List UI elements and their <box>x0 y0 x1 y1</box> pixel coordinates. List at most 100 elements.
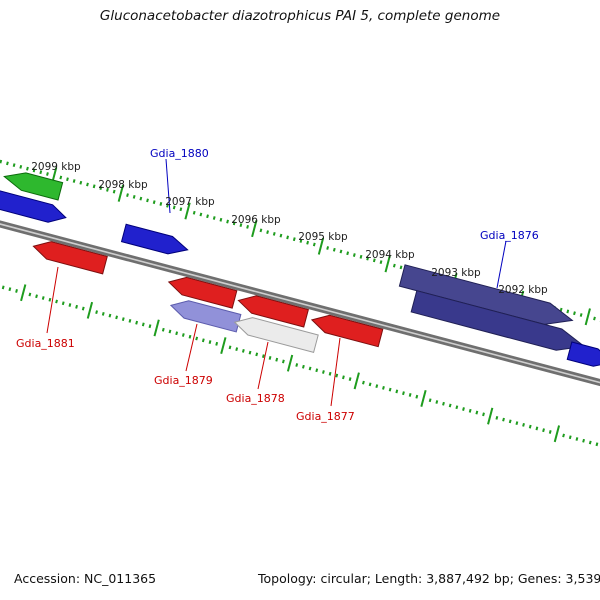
gene-arrow-red-3[interactable] <box>236 292 309 328</box>
ruler-tick <box>215 341 219 346</box>
ruler-tick <box>135 320 139 325</box>
gene-label-gdia-1878[interactable]: Gdia_1878 <box>226 392 285 405</box>
ruler-tick <box>584 308 591 326</box>
ruler-tick <box>206 214 209 219</box>
ruler-tick <box>152 200 156 205</box>
gene-arrow-green-left[interactable] <box>2 168 64 201</box>
ruler-tick <box>502 417 505 422</box>
ruler-tick <box>408 393 412 397</box>
ruler-tick <box>172 205 176 210</box>
gene-arrow-gdia-1881[interactable] <box>31 238 108 275</box>
ruler-tick <box>542 428 545 433</box>
ruler-tick <box>582 438 585 443</box>
ruler-tick <box>379 260 383 264</box>
ruler-tick <box>382 385 385 390</box>
gene-arrow-blue-right[interactable] <box>566 341 600 371</box>
ruler-tick <box>0 159 3 164</box>
ruler-tick <box>352 253 356 257</box>
gene-arrow-gdia-1876-upper[interactable] <box>398 264 575 331</box>
ruler-tick <box>566 309 570 314</box>
ruler-tick <box>573 311 576 316</box>
ruler-tick <box>384 255 391 273</box>
gene-arrow-gdia-1878[interactable] <box>232 314 319 353</box>
ruler-tick <box>279 233 283 238</box>
leader-line-gdia-1876 <box>496 240 507 289</box>
ruler-tick <box>68 303 72 307</box>
ruler-tick <box>121 317 125 322</box>
ruler-tick <box>475 410 479 415</box>
ruler-tick <box>19 165 23 169</box>
ruler-tick <box>48 297 52 302</box>
ruler-tick <box>272 231 276 236</box>
gene-arrow-gdia-1880[interactable] <box>120 223 190 258</box>
ruler-tick <box>442 401 445 406</box>
genome-title: Gluconacetobacter diazotrophicus PAI 5, … <box>99 8 501 24</box>
ruler-tick <box>201 338 205 343</box>
gene-label-gdia-1876[interactable]: Gdia_1876 <box>480 229 539 242</box>
ruler-tick <box>175 331 179 336</box>
ruler-label-2099: 2099 kbp <box>31 161 81 173</box>
ruler-tick <box>306 240 310 245</box>
ruler-tick <box>462 407 465 411</box>
gene-arrow-blue-left[interactable] <box>0 182 68 226</box>
gene-arrow-red-2[interactable] <box>166 273 238 309</box>
ruler-tick <box>495 415 499 420</box>
ruler-tick <box>562 433 565 438</box>
gene-label-gdia-1879[interactable]: Gdia_1879 <box>154 374 213 387</box>
ruler-tick <box>141 322 145 327</box>
ruler-tick <box>286 354 294 372</box>
ruler-tick <box>292 237 296 242</box>
ruler-tick <box>6 161 9 166</box>
ruler-tick <box>448 403 452 408</box>
ruler-tick <box>399 265 403 270</box>
leader-line-gdia-1877 <box>330 337 341 407</box>
ruler-tick <box>299 239 303 243</box>
ruler-tick <box>181 333 185 337</box>
ruler-tick <box>281 359 285 364</box>
ruler-tick <box>328 371 332 376</box>
ruler-tick <box>375 384 379 389</box>
ruler-tick <box>41 296 45 300</box>
ruler-tick <box>106 187 109 192</box>
ruler-tick <box>261 354 265 359</box>
ruler-tick <box>195 336 199 341</box>
ruler-tick <box>312 242 316 247</box>
ruler-tick <box>508 419 512 424</box>
ruler-tick <box>148 324 152 329</box>
ruler-tick <box>95 310 99 314</box>
gene-arrow-gdia-1877[interactable] <box>310 311 384 348</box>
ruler-tick <box>46 172 49 176</box>
gene-label-gdia-1877[interactable]: Gdia_1877 <box>296 410 355 423</box>
ruler-tick <box>251 220 258 238</box>
accession-text: Accession: NC_011365 <box>14 571 157 586</box>
ruler-tick <box>220 337 227 355</box>
ruler-tick <box>79 180 83 185</box>
gene-label-gdia-1880[interactable]: Gdia_1880 <box>150 147 209 160</box>
leader-line-gdia-1878 <box>257 341 269 390</box>
ruler-tick <box>108 313 112 318</box>
ruler-tick <box>15 289 18 293</box>
ruler-tick <box>8 287 12 292</box>
ruler-tick <box>241 348 245 353</box>
ruler-tick <box>153 319 160 337</box>
ruler-tick <box>128 319 132 323</box>
ruler-tick <box>61 301 65 306</box>
ruler-tick <box>235 347 239 352</box>
ruler-tick <box>1 285 5 290</box>
ruler-tick <box>359 254 363 259</box>
ruler-tick <box>146 198 149 203</box>
ruler-tick <box>482 412 485 417</box>
ruler-tick <box>117 184 124 202</box>
ruler-tick <box>308 366 312 371</box>
gene-label-gdia-1881[interactable]: Gdia_1881 <box>16 337 75 350</box>
ruler-tick <box>115 315 119 320</box>
ruler-label-2097: 2097 kbp <box>165 196 215 208</box>
ruler-tick <box>415 394 419 399</box>
ruler-tick <box>579 313 583 317</box>
ruler-tick <box>28 292 32 297</box>
ruler-tick <box>39 170 43 175</box>
ruler-tick <box>259 228 263 233</box>
ruler-tick <box>81 306 85 311</box>
ruler-tick <box>348 377 352 381</box>
ruler-tick <box>522 423 525 427</box>
